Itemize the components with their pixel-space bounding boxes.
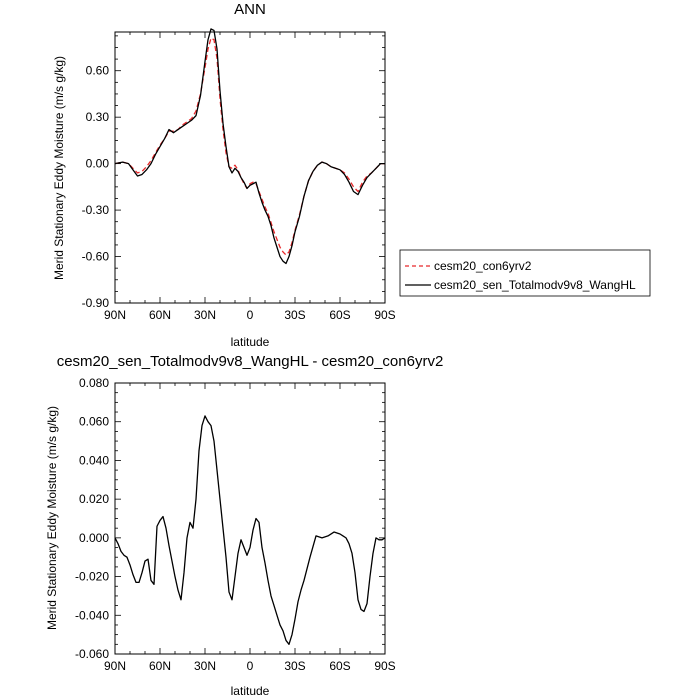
bottom-chart-frame xyxy=(114,382,386,655)
top-chart: ANN latitude Merid Stationary Eddy Moist… xyxy=(52,1,651,349)
y-tick-label: -0.060 xyxy=(75,647,109,661)
x-tick-label: 90N xyxy=(104,308,126,322)
x-tick-label: 90N xyxy=(104,659,126,673)
y-tick-label: 0.060 xyxy=(79,415,109,429)
top-chart-ylabel: Merid Stationary Eddy Moisture (m/s g/kg… xyxy=(52,56,66,280)
x-tick-label: 60S xyxy=(329,308,350,322)
x-tick-label: 0 xyxy=(247,308,254,322)
bottom-chart-series xyxy=(114,415,386,645)
legend-label-sen: cesm20_sen_Totalmodv9v8_WangHL xyxy=(434,278,636,292)
bottom-chart-title: cesm20_sen_Totalmodv9v8_WangHL - cesm20_… xyxy=(57,353,444,370)
bottom-chart-ticks: -0.060 -0.040 -0.020 0.000 0.020 0.040 0.060 0.… xyxy=(75,376,396,673)
series-line-0 xyxy=(114,37,385,256)
x-tick-label: 30S xyxy=(284,659,305,673)
y-tick-label: 0.000 xyxy=(79,531,109,545)
y-tick-label: 0.60 xyxy=(86,64,110,78)
legend-box xyxy=(399,249,651,297)
y-tick-label: -0.90 xyxy=(82,296,110,310)
x-tick-label: 60N xyxy=(149,659,171,673)
bottom-chart: cesm20_sen_Totalmodv9v8_WangHL - cesm20_… xyxy=(45,353,443,698)
y-tick-label: 0.30 xyxy=(86,110,110,124)
y-tick-label: 0.080 xyxy=(79,376,109,390)
x-tick-label: 90S xyxy=(374,659,395,673)
x-tick-label: 30N xyxy=(194,308,216,322)
y-tick-label: -0.30 xyxy=(82,203,110,217)
x-tick-label: 30N xyxy=(194,659,216,673)
top-chart-legend: cesm20_con6yrv2 cesm20_sen_Totalmodv9v8_… xyxy=(399,249,651,297)
top-chart-frame xyxy=(114,31,386,304)
top-chart-title: ANN xyxy=(234,1,266,18)
y-tick-label: -0.020 xyxy=(75,570,109,584)
x-tick-label: 30S xyxy=(284,308,305,322)
series-line-1 xyxy=(114,28,385,265)
x-tick-label: 60N xyxy=(149,308,171,322)
y-tick-label: -0.040 xyxy=(75,608,109,622)
y-tick-label: 0.00 xyxy=(86,157,110,171)
top-chart-xlabel: latitude xyxy=(231,335,270,349)
x-tick-label: 60S xyxy=(329,659,350,673)
top-chart-series xyxy=(114,28,385,265)
y-tick-label: 0.040 xyxy=(79,453,109,467)
bottom-chart-xlabel: latitude xyxy=(231,684,270,698)
x-tick-label: 0 xyxy=(247,659,254,673)
top-chart-ticks: -0.90 -0.60 -0.30 0.00 0.30 0.60 90N 60N 30N 0 30S… xyxy=(82,32,396,322)
x-tick-label: 90S xyxy=(374,308,395,322)
y-tick-label: -0.60 xyxy=(82,250,110,264)
series-line-0 xyxy=(114,415,386,645)
y-tick-label: 0.020 xyxy=(79,492,109,506)
legend-label-con: cesm20_con6yrv2 xyxy=(434,259,532,273)
bottom-chart-ylabel: Merid Stationary Eddy Moisture (m/s g/kg… xyxy=(45,406,59,630)
